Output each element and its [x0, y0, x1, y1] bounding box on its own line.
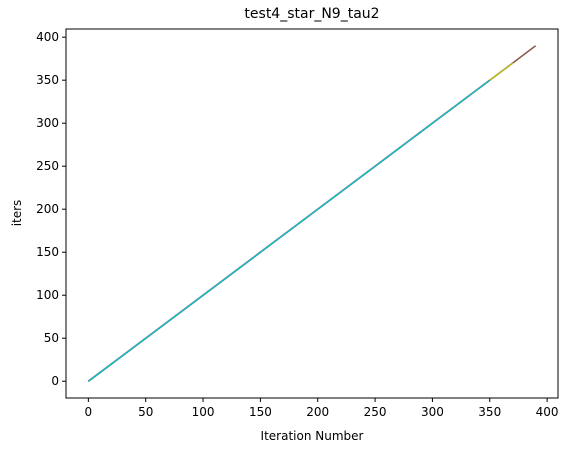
x-tick-label: 200 [306, 405, 329, 419]
x-tick-label: 300 [421, 405, 444, 419]
x-axis-label: Iteration Number [261, 429, 364, 443]
y-tick-label: 200 [36, 202, 59, 216]
y-tick-label: 400 [36, 30, 59, 44]
x-tick-label: 0 [85, 405, 93, 419]
x-tick-label: 100 [192, 405, 215, 419]
y-tick-label: 250 [36, 159, 59, 173]
series-line-9 [87, 79, 491, 382]
y-axis-ticks: 0 50 100 150 200 250 300 350 400 [36, 30, 66, 388]
x-tick-label: 250 [364, 405, 387, 419]
plot-frame [65, 28, 559, 399]
y-tick-label: 350 [36, 73, 59, 87]
x-tick-label: 150 [249, 405, 272, 419]
x-axis-ticks: 0 50 100 150 200 250 300 350 400 [85, 398, 559, 419]
plot-lines [87, 45, 537, 382]
y-axis-label: iters [10, 200, 24, 227]
y-tick-label: 100 [36, 288, 59, 302]
x-tick-label: 400 [536, 405, 559, 419]
y-tick-label: 300 [36, 116, 59, 130]
chart-title: test4_star_N9_tau2 [244, 6, 379, 22]
y-tick-label: 50 [44, 331, 59, 345]
y-tick-label: 150 [36, 245, 59, 259]
x-tick-label: 350 [478, 405, 501, 419]
y-tick-label: 0 [51, 374, 59, 388]
x-tick-label: 50 [138, 405, 153, 419]
